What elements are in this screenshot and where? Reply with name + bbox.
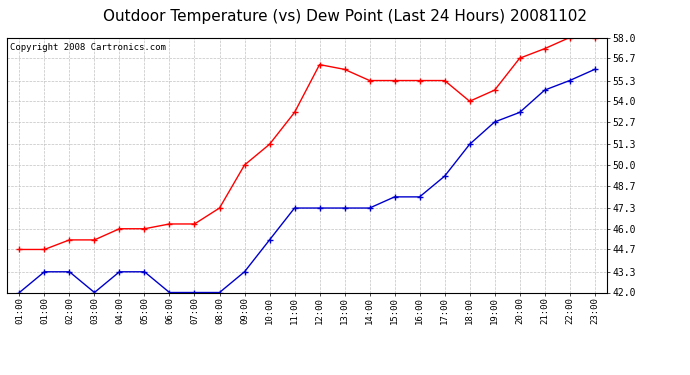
Text: Outdoor Temperature (vs) Dew Point (Last 24 Hours) 20081102: Outdoor Temperature (vs) Dew Point (Last…	[103, 9, 587, 24]
Text: Copyright 2008 Cartronics.com: Copyright 2008 Cartronics.com	[10, 43, 166, 52]
